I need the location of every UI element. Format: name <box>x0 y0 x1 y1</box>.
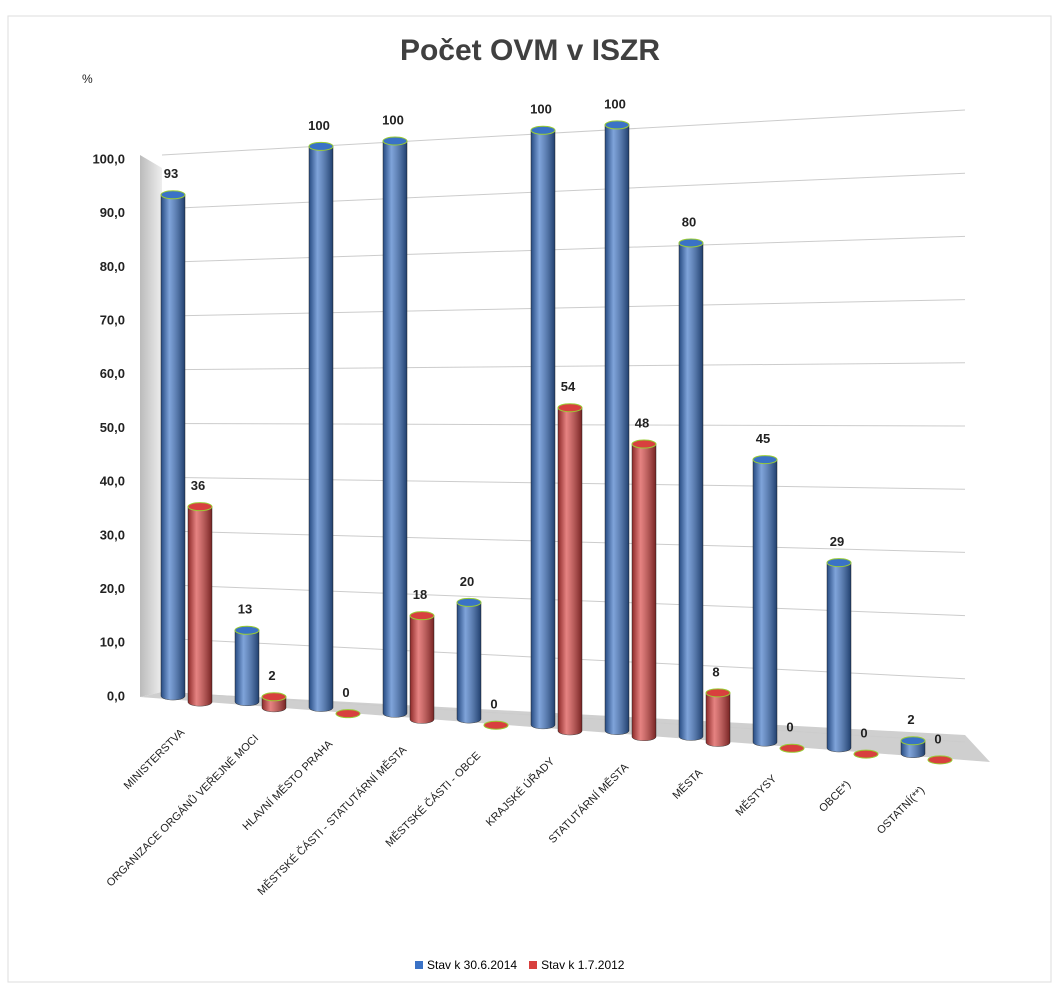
value-label: 0 <box>786 720 793 735</box>
value-label: 100 <box>308 118 330 133</box>
legend-item: Stav k 30.6.2014 <box>415 958 517 972</box>
value-label: 100 <box>382 112 404 127</box>
bar-top <box>604 120 630 130</box>
legend: Stav k 30.6.2014 Stav k 1.7.2012 <box>415 958 624 972</box>
bar-top <box>927 755 953 765</box>
value-label: 48 <box>635 415 649 430</box>
grid-line <box>161 172 966 210</box>
value-label: 29 <box>830 534 844 549</box>
bar-shade <box>605 124 629 735</box>
y-tick-label: 80,0 <box>100 259 125 274</box>
value-label: 0 <box>342 685 349 700</box>
value-label: 54 <box>561 379 576 394</box>
value-label: 0 <box>490 697 497 712</box>
value-label: 80 <box>682 214 696 229</box>
y-tick-label: 40,0 <box>100 474 125 489</box>
bar-top <box>530 125 556 135</box>
bar-top <box>678 238 704 248</box>
value-label: 2 <box>907 712 914 727</box>
bar-top <box>779 743 805 753</box>
bar-shade <box>188 506 212 707</box>
grid-line <box>161 299 966 317</box>
bar-top <box>409 611 435 621</box>
bar-top <box>456 597 482 607</box>
side-wall <box>140 155 162 697</box>
value-label: 100 <box>530 102 552 117</box>
value-label: 8 <box>712 664 719 679</box>
bar-shade <box>457 602 481 724</box>
value-label: 2 <box>268 668 275 683</box>
value-label: 36 <box>191 478 205 493</box>
value-label: 45 <box>756 431 770 446</box>
bar-shade <box>309 146 333 712</box>
legend-swatch <box>529 961 538 969</box>
bar-shade <box>531 130 555 729</box>
grid-line <box>161 235 966 263</box>
bar-shade <box>235 630 259 706</box>
bar-top <box>752 455 778 465</box>
value-label: 0 <box>934 731 941 746</box>
chart-title: Počet OVM v ISZR <box>400 34 660 67</box>
y-tick-label: 100,0 <box>92 151 125 166</box>
bar-shade <box>827 562 851 752</box>
value-label: 93 <box>164 166 178 181</box>
y-tick-label: 30,0 <box>100 527 125 542</box>
legend-item: Stav k 1.7.2012 <box>529 958 624 972</box>
bar-top <box>335 709 361 719</box>
bar-top <box>483 720 509 730</box>
y-tick-label: 70,0 <box>100 313 125 328</box>
y-tick-label: 50,0 <box>100 420 125 435</box>
bar-shade <box>901 740 925 758</box>
legend-label: Stav k 1.7.2012 <box>541 958 625 972</box>
y-axis-label: % <box>82 72 93 86</box>
value-label: 20 <box>460 574 474 589</box>
bar-top <box>234 625 260 635</box>
bar-top <box>187 502 213 512</box>
value-label: 13 <box>238 602 252 617</box>
bar-top <box>382 136 408 146</box>
legend-label: Stav k 30.6.2014 <box>427 958 518 972</box>
legend-swatch <box>415 961 423 969</box>
bar-shade <box>753 459 777 747</box>
bar-shade <box>679 242 703 741</box>
value-label: 100 <box>604 96 626 111</box>
bar-top <box>705 688 731 698</box>
bar-shade <box>161 194 185 701</box>
y-tick-label: 20,0 <box>100 581 125 596</box>
bar-shade <box>632 444 656 741</box>
bar-top <box>261 692 287 702</box>
bar-shade <box>706 692 730 747</box>
grid-line <box>161 362 966 371</box>
grid-line <box>161 109 966 156</box>
value-label: 0 <box>860 726 867 741</box>
bar-top <box>826 558 852 568</box>
bar-top <box>557 403 583 413</box>
bar-top <box>853 749 879 759</box>
bar-top <box>308 141 334 151</box>
y-tick-label: 60,0 <box>100 366 125 381</box>
bar-top <box>631 439 657 449</box>
bar-shade <box>410 615 434 724</box>
y-tick-label: 10,0 <box>100 635 125 650</box>
value-label: 18 <box>413 587 427 602</box>
bar-shade <box>558 407 582 735</box>
bar-top <box>900 736 926 746</box>
y-tick-label: 0,0 <box>107 688 125 703</box>
bar-top <box>160 190 186 200</box>
bar-shade <box>383 140 407 718</box>
y-tick-label: 90,0 <box>100 205 125 220</box>
